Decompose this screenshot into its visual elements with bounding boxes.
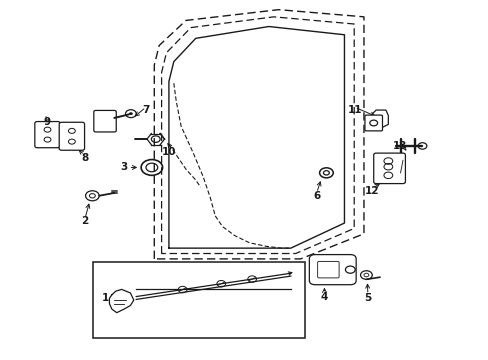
Text: 12: 12 [364, 186, 379, 197]
Text: 13: 13 [392, 141, 407, 151]
Text: 10: 10 [162, 147, 176, 157]
Text: 8: 8 [81, 153, 88, 163]
Text: 9: 9 [43, 117, 50, 127]
FancyBboxPatch shape [373, 153, 405, 184]
Text: 4: 4 [320, 292, 327, 302]
Text: 6: 6 [312, 191, 320, 201]
FancyBboxPatch shape [35, 122, 60, 148]
Circle shape [129, 112, 133, 115]
Text: 7: 7 [142, 105, 149, 115]
Text: 11: 11 [347, 105, 361, 115]
Bar [93, 262, 305, 338]
FancyBboxPatch shape [309, 255, 355, 285]
Text: 5: 5 [364, 293, 371, 303]
Text: 2: 2 [81, 216, 88, 226]
FancyBboxPatch shape [94, 111, 116, 132]
Text: 3: 3 [120, 162, 127, 172]
Text: 1: 1 [102, 293, 109, 303]
FancyBboxPatch shape [59, 122, 84, 150]
FancyBboxPatch shape [317, 261, 338, 278]
FancyBboxPatch shape [364, 115, 382, 131]
